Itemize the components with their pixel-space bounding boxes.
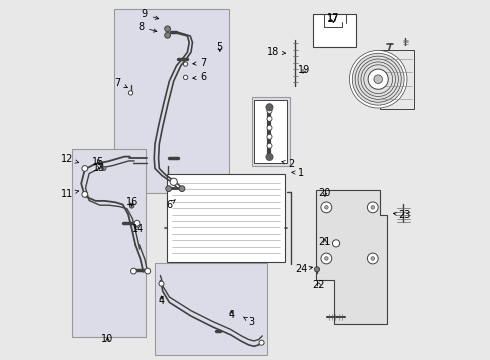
Circle shape	[349, 50, 407, 108]
Circle shape	[333, 240, 340, 247]
Text: 2: 2	[282, 159, 294, 169]
Circle shape	[266, 104, 273, 111]
Text: 18: 18	[267, 47, 286, 57]
Text: 7: 7	[193, 58, 206, 68]
Circle shape	[82, 192, 88, 197]
Text: 10: 10	[101, 334, 114, 344]
Text: 6: 6	[166, 200, 175, 210]
Circle shape	[102, 166, 106, 171]
Text: 17: 17	[327, 13, 340, 23]
Text: 17: 17	[327, 14, 340, 24]
Bar	[155, 263, 267, 355]
Circle shape	[324, 206, 328, 209]
Circle shape	[321, 202, 332, 213]
Circle shape	[170, 178, 177, 185]
Circle shape	[368, 69, 388, 89]
Circle shape	[145, 268, 151, 274]
Circle shape	[128, 91, 133, 95]
Circle shape	[324, 257, 328, 260]
Circle shape	[129, 204, 134, 208]
Circle shape	[259, 340, 264, 345]
Text: 21: 21	[318, 237, 331, 247]
Circle shape	[179, 186, 185, 192]
Circle shape	[358, 59, 398, 99]
Text: 7: 7	[115, 78, 127, 88]
Text: 12: 12	[61, 154, 79, 164]
Circle shape	[267, 143, 272, 148]
Circle shape	[183, 75, 188, 80]
Circle shape	[134, 220, 140, 226]
Text: 20: 20	[318, 188, 331, 198]
Circle shape	[371, 257, 374, 260]
Circle shape	[364, 65, 392, 94]
Bar	[314, 14, 356, 47]
Text: 4: 4	[228, 310, 234, 320]
Circle shape	[183, 62, 188, 66]
Circle shape	[374, 75, 383, 84]
Circle shape	[361, 62, 395, 96]
Circle shape	[165, 32, 171, 38]
Text: 13: 13	[93, 163, 105, 174]
Text: 5: 5	[217, 42, 223, 52]
Text: 15: 15	[92, 157, 104, 167]
Circle shape	[368, 202, 378, 213]
Text: 11: 11	[61, 189, 79, 199]
Bar	[380, 50, 414, 109]
Text: 1: 1	[292, 168, 304, 178]
Polygon shape	[316, 190, 387, 324]
Circle shape	[315, 267, 319, 272]
Circle shape	[267, 125, 272, 130]
Circle shape	[267, 116, 272, 121]
Circle shape	[165, 26, 171, 32]
Text: 6: 6	[193, 72, 206, 82]
Bar	[114, 9, 229, 193]
Text: 23: 23	[393, 210, 411, 220]
Circle shape	[371, 206, 374, 209]
Circle shape	[267, 108, 272, 113]
Text: 3: 3	[244, 317, 255, 327]
Bar	[72, 149, 146, 337]
Text: 24: 24	[295, 264, 313, 274]
Circle shape	[130, 268, 136, 274]
Text: 14: 14	[132, 224, 144, 234]
Bar	[254, 100, 288, 163]
Circle shape	[352, 53, 404, 105]
Circle shape	[321, 253, 332, 264]
Text: 8: 8	[138, 22, 157, 32]
Circle shape	[159, 281, 164, 286]
Text: 19: 19	[298, 65, 311, 75]
Circle shape	[368, 253, 378, 264]
Circle shape	[82, 166, 88, 171]
Text: 22: 22	[313, 280, 325, 290]
Text: 9: 9	[142, 9, 159, 19]
Text: 16: 16	[125, 197, 138, 207]
Circle shape	[267, 134, 272, 139]
Circle shape	[99, 162, 103, 166]
Circle shape	[166, 186, 171, 192]
Circle shape	[266, 153, 273, 161]
Bar	[252, 97, 290, 166]
Circle shape	[355, 56, 401, 102]
Text: 4: 4	[158, 296, 165, 306]
Bar	[167, 174, 285, 262]
